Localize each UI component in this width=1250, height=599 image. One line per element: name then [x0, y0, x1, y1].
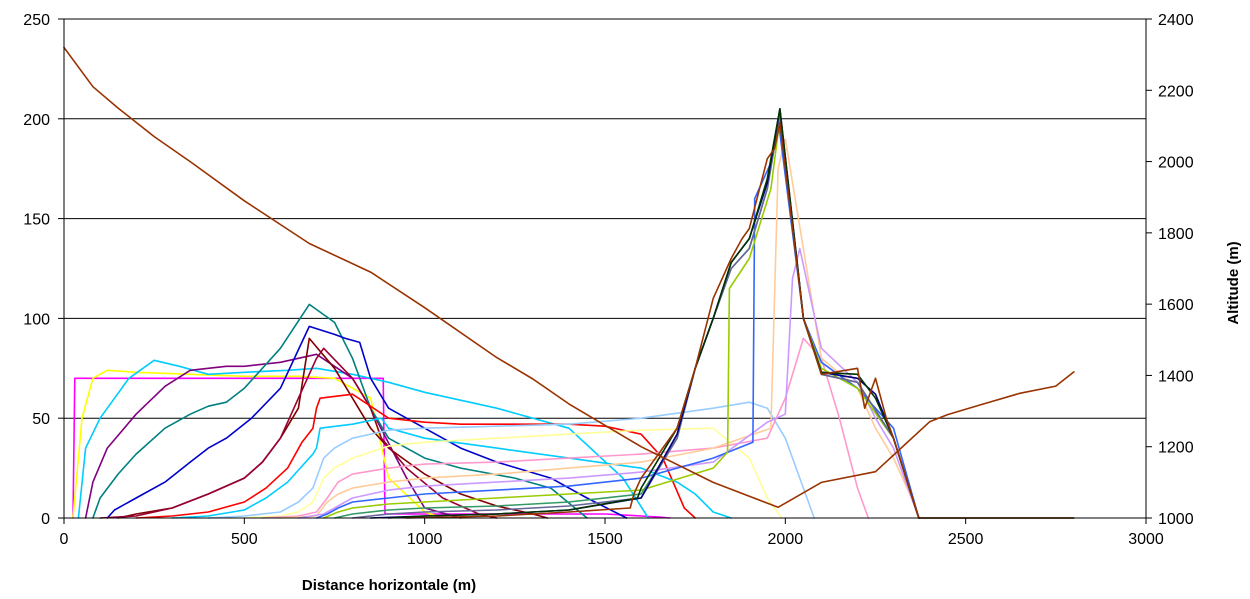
series-layer [63, 46, 1075, 519]
series-line-12 [261, 337, 870, 519]
x-tick-label-3: 1500 [587, 531, 623, 548]
x-tick-label-4: 2000 [768, 531, 804, 548]
y-left-tick-label-4: 200 [23, 112, 50, 129]
x-tick-label-0: 0 [60, 531, 69, 548]
y-right-tick-label-3: 1600 [1158, 297, 1194, 314]
series-line-15 [315, 118, 920, 519]
series-line-2 [77, 359, 650, 519]
y-right-tick-label-4: 1800 [1158, 226, 1194, 243]
series-line-11 [243, 427, 783, 519]
y-left-tick-label-5: 250 [23, 12, 50, 29]
series-line-16 [322, 118, 920, 519]
y-right-tick-label-5: 2000 [1158, 155, 1194, 172]
y-left-tick-label-0: 0 [41, 511, 50, 528]
series-line-14 [297, 247, 920, 519]
series-line-20 [387, 108, 1075, 519]
x-axis-title: Distance horizontale (m) [302, 577, 476, 594]
series-line-5 [106, 325, 628, 519]
y-right-tick-label-7: 2400 [1158, 12, 1194, 29]
series-line-3 [84, 353, 462, 519]
y-left-tick-label-3: 150 [23, 212, 50, 229]
y-right-tick-label-2: 1400 [1158, 368, 1194, 385]
y-right-tick-label-0: 1000 [1158, 511, 1194, 528]
x-tick-label-6: 3000 [1128, 531, 1164, 548]
series-line-0 [72, 377, 671, 519]
series-line-10 [207, 401, 816, 519]
y-left-tick-label-2: 100 [23, 311, 50, 328]
axes [58, 18, 1152, 524]
gridlines [64, 18, 1146, 419]
y-left-tick-label-1: 50 [32, 411, 50, 428]
altitude-profile-line [63, 46, 1075, 509]
y-right-tick-label-1: 1200 [1158, 440, 1194, 457]
series-line-19 [369, 108, 920, 519]
series-line-8 [135, 393, 697, 519]
x-tick-label-5: 2500 [948, 531, 984, 548]
series-line-18 [351, 114, 920, 519]
series-line-21 [405, 122, 1075, 519]
x-tick-label-1: 500 [231, 531, 258, 548]
y-right-tick-label-6: 2200 [1158, 83, 1194, 100]
series-line-9 [171, 417, 733, 519]
series-line-13 [279, 138, 920, 519]
series-line-4 [92, 303, 588, 519]
y-right-axis-title: Altitude (m) [1225, 241, 1242, 324]
x-tick-label-2: 1000 [407, 531, 443, 548]
series-line-1 [72, 369, 444, 519]
tick-labels: 0 500 1000 1500 2000 2500 3000 0 50 100 150 200 250 1… [23, 12, 1193, 548]
